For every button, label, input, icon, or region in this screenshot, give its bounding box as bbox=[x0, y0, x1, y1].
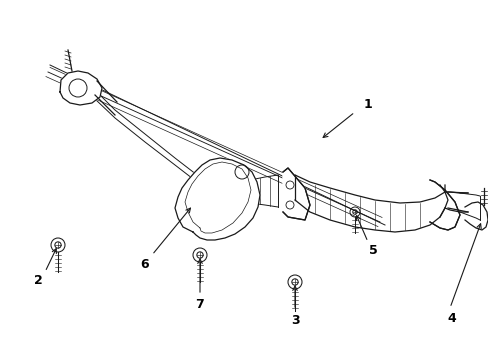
Text: 7: 7 bbox=[195, 298, 204, 311]
Text: 2: 2 bbox=[34, 274, 42, 287]
Polygon shape bbox=[429, 180, 459, 230]
Text: 6: 6 bbox=[141, 257, 149, 270]
Text: 4: 4 bbox=[447, 311, 455, 324]
Text: 1: 1 bbox=[363, 99, 372, 112]
Text: 3: 3 bbox=[290, 314, 299, 327]
Polygon shape bbox=[283, 168, 309, 220]
Text: 5: 5 bbox=[368, 243, 377, 256]
Polygon shape bbox=[175, 158, 260, 240]
Polygon shape bbox=[60, 71, 102, 105]
